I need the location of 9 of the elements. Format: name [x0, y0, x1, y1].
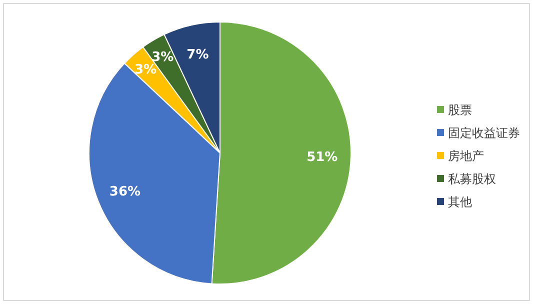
data-label: 36%: [109, 184, 141, 200]
legend-label: 房地产: [448, 149, 484, 163]
legend-label: 股票: [448, 103, 472, 117]
data-label: 51%: [306, 150, 338, 166]
data-label: 3%: [134, 62, 157, 78]
legend-label: 私募股权: [448, 172, 496, 186]
data-label: 7%: [186, 47, 209, 62]
legend-label: 其他: [448, 195, 472, 209]
legend-label: 固定收益证券: [448, 126, 520, 140]
